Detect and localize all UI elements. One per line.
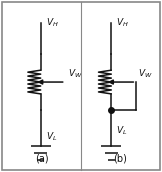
Text: $V_H$: $V_H$ xyxy=(116,17,129,29)
Text: $V_L$: $V_L$ xyxy=(46,130,57,143)
Text: (a): (a) xyxy=(35,154,49,164)
Text: $V_W$: $V_W$ xyxy=(68,68,82,80)
Text: $V_W$: $V_W$ xyxy=(138,68,153,80)
Text: $V_L$: $V_L$ xyxy=(116,124,128,137)
Text: (b): (b) xyxy=(113,154,127,164)
Text: $V_H$: $V_H$ xyxy=(46,17,58,29)
